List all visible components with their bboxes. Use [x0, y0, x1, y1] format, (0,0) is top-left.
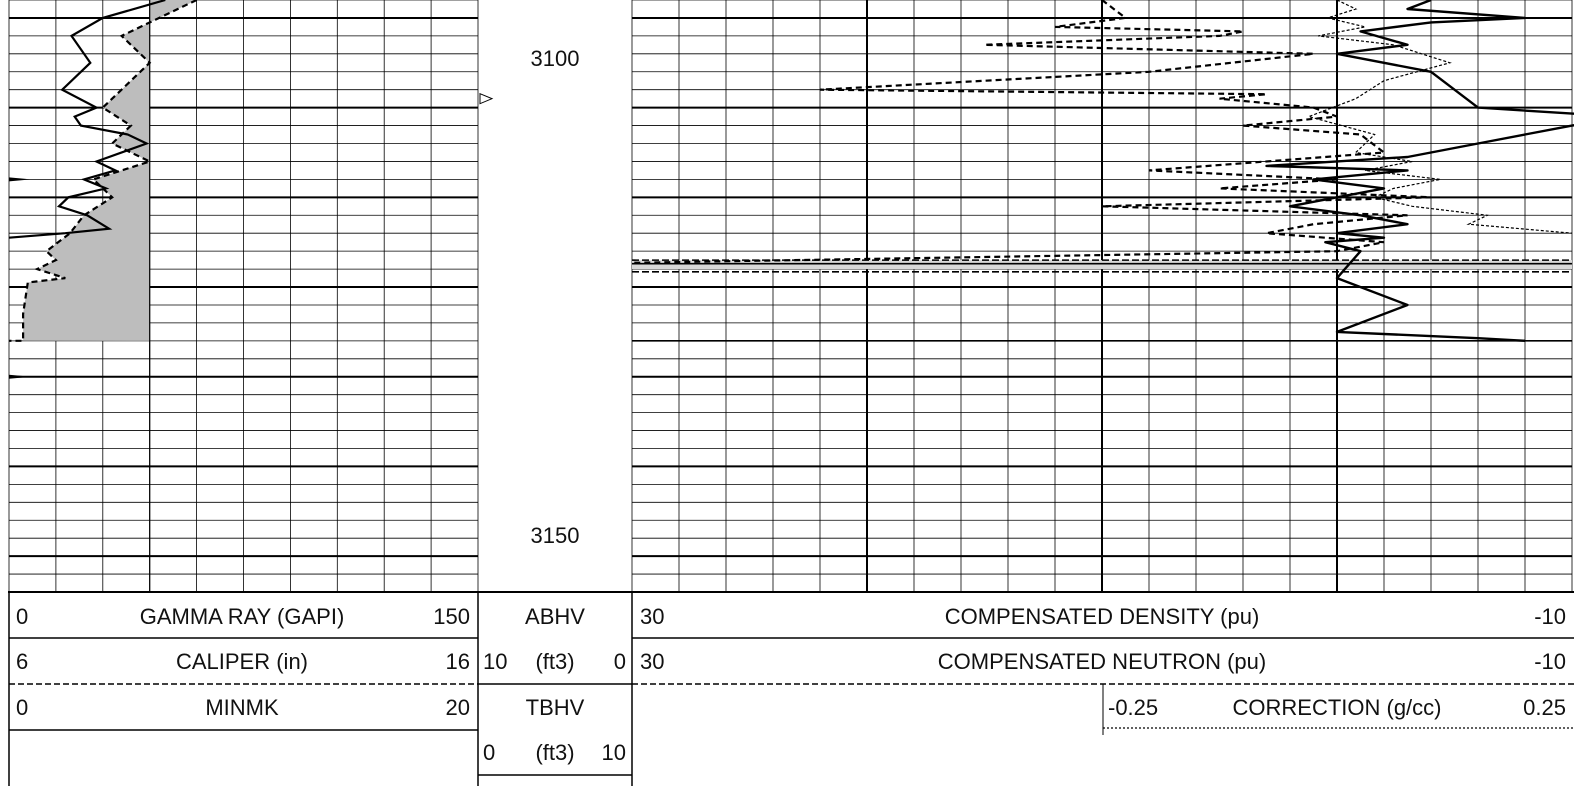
density-curve [631, 0, 1432, 264]
depth-track: 3100 3150 [531, 46, 580, 548]
gamma-ray-title: GAMMA RAY (GAPI) [140, 604, 345, 629]
shaded-band [632, 260, 1572, 270]
abhv-right: 0 [614, 649, 626, 674]
caliper-washout-fill [9, 0, 197, 341]
neutron-min: 30 [640, 649, 664, 674]
correction-title: CORRECTION (g/cc) [1233, 695, 1442, 720]
tbhv-unit: (ft3) [535, 740, 574, 765]
depth-label-3100: 3100 [531, 46, 580, 71]
minmk-min: 0 [16, 695, 28, 720]
neutron-curve [1265, 0, 1574, 342]
header-track2: ABHV 10 (ft3) 0 TBHV 0 (ft3) 10 [483, 604, 626, 765]
header-track3: 30 COMPENSATED DENSITY (pu) -10 30 COMPE… [640, 604, 1566, 720]
abhv-title: ABHV [525, 604, 585, 629]
density-max: -10 [1534, 604, 1566, 629]
density-min: 30 [640, 604, 664, 629]
abhv-unit: (ft3) [535, 649, 574, 674]
header-lines [8, 591, 1574, 786]
abhv-left: 10 [483, 649, 507, 674]
header-track1: 0 GAMMA RAY (GAPI) 150 6 CALIPER (in) 16… [16, 604, 470, 720]
correction-max: 0.25 [1523, 695, 1566, 720]
caliper-min: 6 [16, 649, 28, 674]
neutron-title: COMPENSATED NEUTRON (pu) [938, 649, 1266, 674]
track3-grid [631, 0, 1573, 593]
depth-marker [9, 177, 31, 182]
neutron-max: -10 [1534, 649, 1566, 674]
caliper-max: 16 [446, 649, 470, 674]
triangle-marker [479, 92, 494, 105]
minmk-max: 20 [446, 695, 470, 720]
tbhv-left: 0 [483, 740, 495, 765]
gamma-ray-max: 150 [433, 604, 470, 629]
gamma-ray-min: 0 [16, 604, 28, 629]
minmk-title: MINMK [205, 695, 279, 720]
tbhv-right: 10 [602, 740, 626, 765]
tbhv-title: TBHV [526, 695, 585, 720]
density-title: COMPENSATED DENSITY (pu) [945, 604, 1260, 629]
gamma-ray-curve [8, 0, 166, 239]
correction-curve [1306, 0, 1573, 234]
caliper-title: CALIPER (in) [176, 649, 308, 674]
depth-label-3150: 3150 [531, 523, 580, 548]
correction-min: -0.25 [1108, 695, 1158, 720]
depth-marker [9, 374, 31, 379]
caliper-fill [9, 0, 1572, 341]
log-curves [8, 0, 1574, 592]
track1-grid [8, 0, 479, 593]
